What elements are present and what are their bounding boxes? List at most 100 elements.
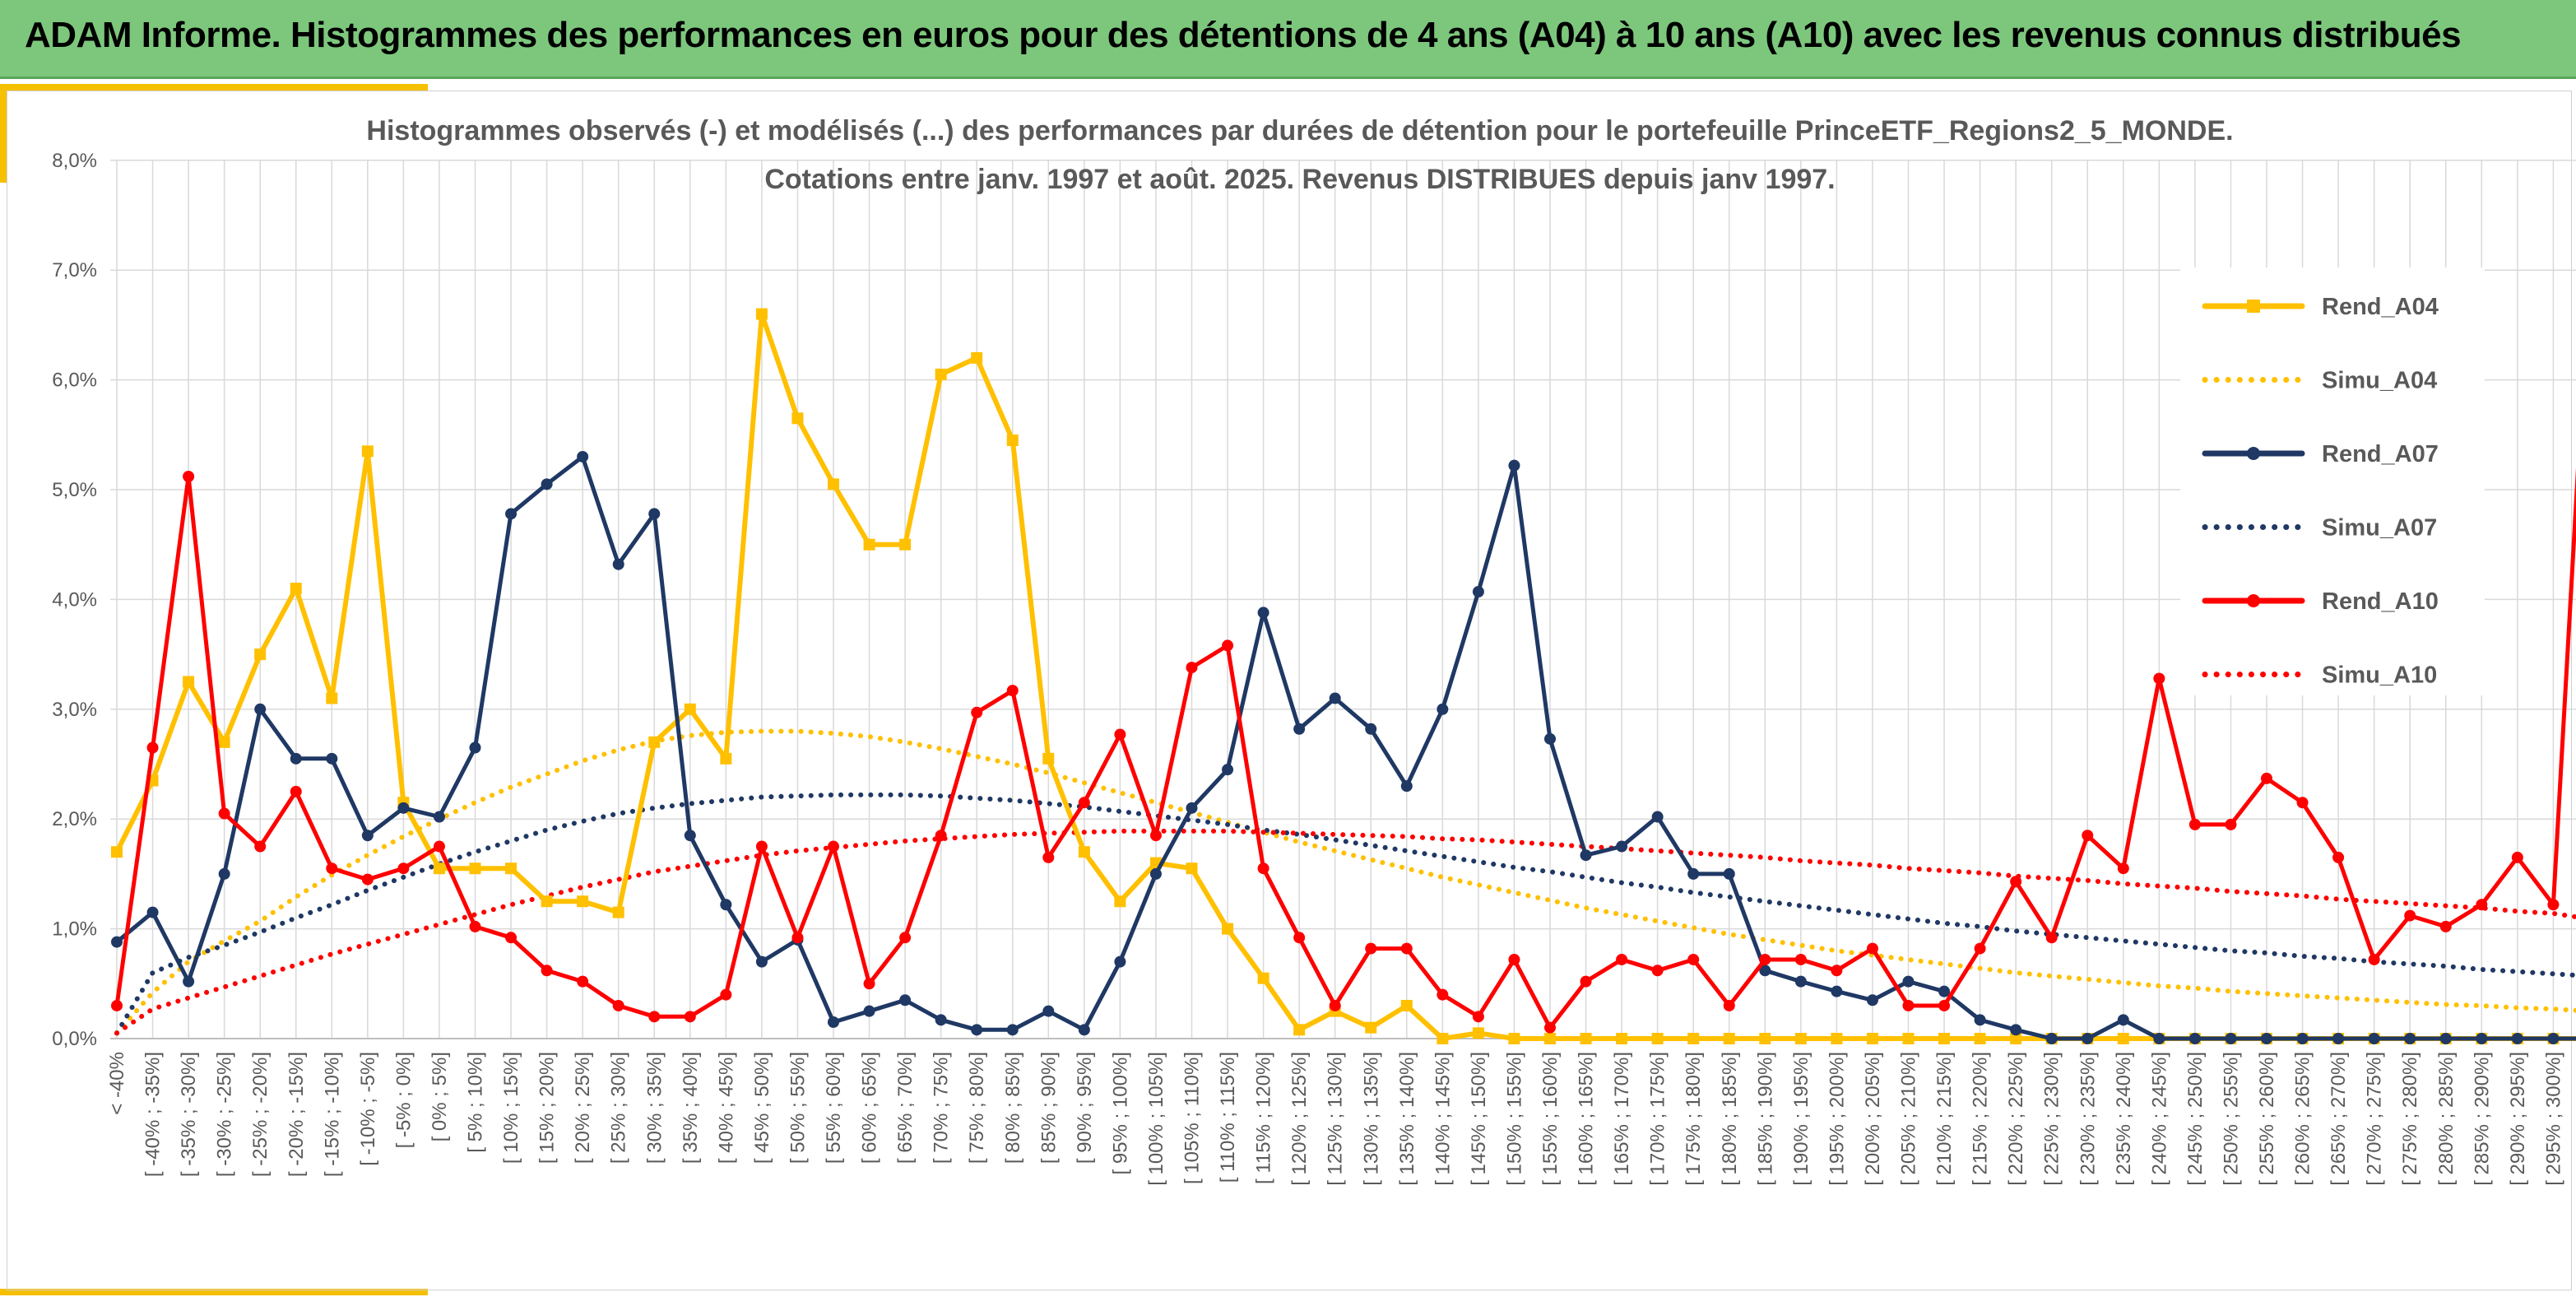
data-point bbox=[1687, 1033, 1700, 1044]
data-point bbox=[433, 840, 445, 853]
x-tick-label: [ 40% ; 45%] bbox=[715, 1052, 737, 1164]
x-tick-label: [ 175% ; 180%] bbox=[1683, 1052, 1705, 1186]
data-point bbox=[2296, 1033, 2309, 1044]
x-tick-label: < -40% bbox=[106, 1052, 128, 1115]
x-tick-label: [ -10% ; -5%] bbox=[357, 1052, 379, 1166]
legend-item-simu-a07: Simu_A07 bbox=[2202, 515, 2437, 542]
x-tick-label: [ 30% ; 35%] bbox=[643, 1052, 666, 1164]
chart-frame bbox=[7, 91, 2572, 1290]
data-point bbox=[505, 508, 518, 520]
data-point bbox=[648, 508, 661, 520]
data-point bbox=[2082, 830, 2094, 842]
data-point bbox=[828, 840, 839, 853]
data-point bbox=[2368, 953, 2380, 965]
x-tick-label: [ 290% ; 295%] bbox=[2507, 1052, 2529, 1186]
data-point bbox=[218, 807, 230, 820]
series-line-simu-a07 bbox=[114, 792, 2576, 1036]
x-tick-label: [ 50% ; 55%] bbox=[787, 1052, 809, 1164]
data-point bbox=[1794, 1033, 1807, 1044]
data-point bbox=[2261, 772, 2272, 784]
data-point bbox=[1651, 965, 1664, 977]
data-point bbox=[1042, 752, 1055, 765]
data-point bbox=[1723, 1033, 1735, 1044]
data-point bbox=[111, 999, 123, 1011]
data-point bbox=[2117, 1014, 2129, 1026]
data-point bbox=[720, 988, 732, 1001]
series-line-simu-a10 bbox=[114, 828, 2576, 1036]
data-point bbox=[1078, 846, 1090, 858]
data-point bbox=[1974, 1033, 1986, 1044]
y-tick-label: 0,0% bbox=[52, 1028, 97, 1050]
data-point bbox=[1257, 972, 1269, 984]
series-line-rend-a07 bbox=[114, 454, 2576, 1041]
data-point bbox=[1006, 434, 1019, 446]
data-point bbox=[2547, 1033, 2560, 1044]
data-point bbox=[1794, 953, 1807, 965]
data-point bbox=[1222, 639, 1234, 652]
data-point bbox=[684, 703, 696, 715]
x-tick-label: [ 145% ; 150%] bbox=[1468, 1052, 1490, 1186]
data-point bbox=[1508, 459, 1520, 472]
data-point bbox=[2225, 1033, 2237, 1044]
data-point bbox=[2404, 1033, 2416, 1044]
data-point bbox=[648, 736, 661, 748]
x-axis-ticks: < -40% [ -40% ; -35%] [ -35% ; -30%] [ -30%… bbox=[106, 1052, 2564, 1186]
x-tick-label: [ 35% ; 40%] bbox=[680, 1052, 702, 1164]
data-point bbox=[791, 932, 804, 944]
x-tick-label: [ 170% ; 175%] bbox=[1647, 1052, 1669, 1186]
x-tick-label: [ 75% ; 80%] bbox=[966, 1052, 988, 1164]
legend-label: Simu_A04 bbox=[2322, 368, 2437, 394]
data-point bbox=[1472, 586, 1484, 598]
data-point bbox=[2476, 899, 2488, 911]
data-point bbox=[1006, 685, 1019, 697]
data-point bbox=[1365, 723, 1377, 735]
header-banner: ADAM Informe. Histogrammes des performan… bbox=[0, 0, 2576, 79]
data-point bbox=[684, 1011, 696, 1023]
chart-title-line-1: Histogrammes observés (-) et modélisés (… bbox=[366, 115, 2233, 146]
series-simu-a10 bbox=[114, 828, 2576, 1036]
x-tick-label: [ 15% ; 20%] bbox=[536, 1052, 559, 1164]
data-point bbox=[1508, 953, 1520, 965]
data-point bbox=[1078, 797, 1090, 809]
data-point bbox=[2261, 1033, 2272, 1044]
y-tick-label: 1,0% bbox=[52, 918, 97, 941]
legend-background bbox=[2180, 267, 2485, 695]
data-point bbox=[1866, 994, 1878, 1006]
y-tick-label: 3,0% bbox=[52, 699, 97, 721]
data-point bbox=[1938, 999, 1951, 1011]
data-point bbox=[1687, 953, 1700, 965]
x-tick-label: [ -40% ; -35%] bbox=[142, 1052, 165, 1177]
data-point bbox=[1222, 923, 1234, 935]
x-tick-label: [ 95% ; 100%] bbox=[1109, 1052, 1131, 1174]
data-point bbox=[1580, 1033, 1592, 1044]
x-tick-label: [ 85% ; 90%] bbox=[1037, 1052, 1060, 1164]
data-point bbox=[1472, 1011, 1484, 1023]
data-point bbox=[1759, 1033, 1771, 1044]
data-point bbox=[2511, 1033, 2523, 1044]
x-tick-label: [ 275% ; 280%] bbox=[2399, 1052, 2421, 1186]
data-point bbox=[361, 830, 374, 842]
data-point bbox=[361, 873, 374, 886]
data-point bbox=[326, 752, 338, 765]
data-point bbox=[146, 741, 159, 754]
x-tick-label: [ 25% ; 30%] bbox=[608, 1052, 630, 1164]
data-point bbox=[254, 840, 267, 853]
data-point bbox=[1042, 1005, 1055, 1017]
x-tick-label: [ 0% ; 5%] bbox=[429, 1052, 451, 1141]
data-point bbox=[1472, 1027, 1484, 1039]
x-tick-label: [ 60% ; 65%] bbox=[859, 1052, 881, 1164]
data-point bbox=[469, 920, 481, 932]
data-point bbox=[2332, 1033, 2345, 1044]
data-point bbox=[1580, 849, 1592, 862]
y-tick-label: 2,0% bbox=[52, 808, 97, 830]
data-point bbox=[1616, 840, 1628, 853]
x-tick-label: [ 155% ; 160%] bbox=[1539, 1052, 1562, 1186]
x-tick-label: [ 280% ; 285%] bbox=[2435, 1052, 2458, 1186]
data-point bbox=[1974, 942, 1986, 955]
y-tick-label: 8,0% bbox=[52, 150, 97, 172]
series-line-rend-a10 bbox=[114, 467, 2576, 1030]
data-point bbox=[755, 308, 768, 320]
data-point bbox=[1902, 1033, 1915, 1044]
x-tick-label: [ -25% ; -20%] bbox=[249, 1052, 272, 1177]
x-tick-label: [ 80% ; 85%] bbox=[1002, 1052, 1024, 1164]
